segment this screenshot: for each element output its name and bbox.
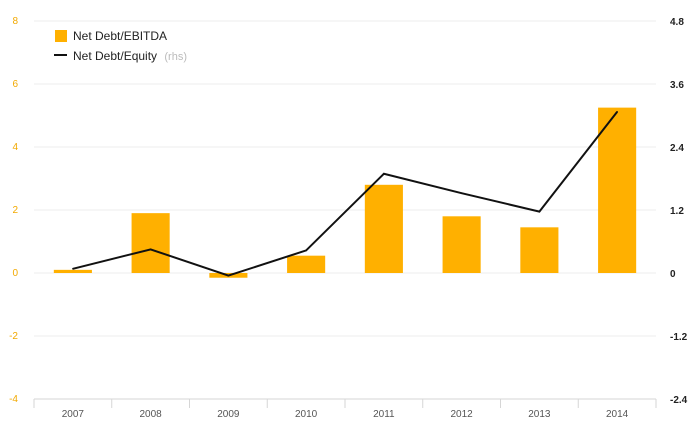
x-tick-label: 2010	[295, 409, 318, 420]
bar	[364, 184, 403, 273]
line-point	[616, 111, 618, 113]
bar	[287, 255, 326, 273]
legend-swatch-bar	[55, 30, 67, 42]
y-left-tick-label: 4	[12, 142, 18, 153]
x-tick-label: 2013	[528, 409, 551, 420]
x-tick-label: 2012	[451, 409, 474, 420]
legend-label-line: Net Debt/Equity (rhs)	[73, 49, 187, 63]
line-series	[72, 111, 618, 277]
y-right-tick-label: 2.4	[670, 143, 684, 154]
line-point	[72, 268, 74, 270]
legend: Net Debt/EBITDA Net Debt/Equity (rhs)	[54, 29, 187, 63]
x-tick-label: 2007	[62, 409, 85, 420]
line-path	[72, 111, 618, 277]
y-left-tick-label: -2	[9, 331, 18, 342]
y-left-tick-label: 0	[12, 268, 18, 279]
line-point	[149, 248, 152, 251]
x-tick-label: 2008	[140, 409, 163, 420]
y-left-tick-label: 8	[12, 16, 18, 27]
y-right-tick-label: -1.2	[670, 332, 688, 343]
legend-label-line-name: Net Debt/Equity	[73, 49, 157, 63]
y-right-tick-label: -2.4	[670, 395, 688, 406]
line-point	[305, 249, 307, 252]
bar-series	[53, 107, 637, 278]
line-point	[383, 172, 385, 175]
bar	[53, 269, 92, 273]
y-left-tick-label: -4	[9, 394, 18, 405]
line-point	[460, 192, 463, 194]
y-left-tick-label: 2	[12, 205, 18, 216]
y-right-tick-label: 1.2	[670, 206, 684, 217]
line-point	[227, 274, 230, 277]
x-tick-label: 2011	[373, 409, 395, 420]
y-right-tick-label: 4.8	[670, 17, 684, 28]
y-left-tick-label: 6	[12, 79, 18, 90]
line-point	[538, 210, 541, 213]
y-right-tick-label: 0	[670, 269, 676, 280]
legend-label-line-suffix: (rhs)	[164, 51, 187, 63]
x-tick-label: 2009	[217, 409, 240, 420]
bar	[520, 227, 559, 273]
bar	[131, 213, 170, 273]
y-right-tick-label: 3.6	[670, 80, 684, 91]
axes: 8 6 4 2 0 -2 -4 4.8 3.6 2.4 1.2 0 -1.2 -2.4 2007 2008 20…	[9, 16, 688, 420]
x-tick-label: 2014	[606, 409, 629, 420]
legend-label-bar: Net Debt/EBITDA	[73, 29, 167, 43]
bar	[598, 107, 637, 273]
gridlines	[34, 20, 656, 337]
bar	[442, 216, 481, 273]
